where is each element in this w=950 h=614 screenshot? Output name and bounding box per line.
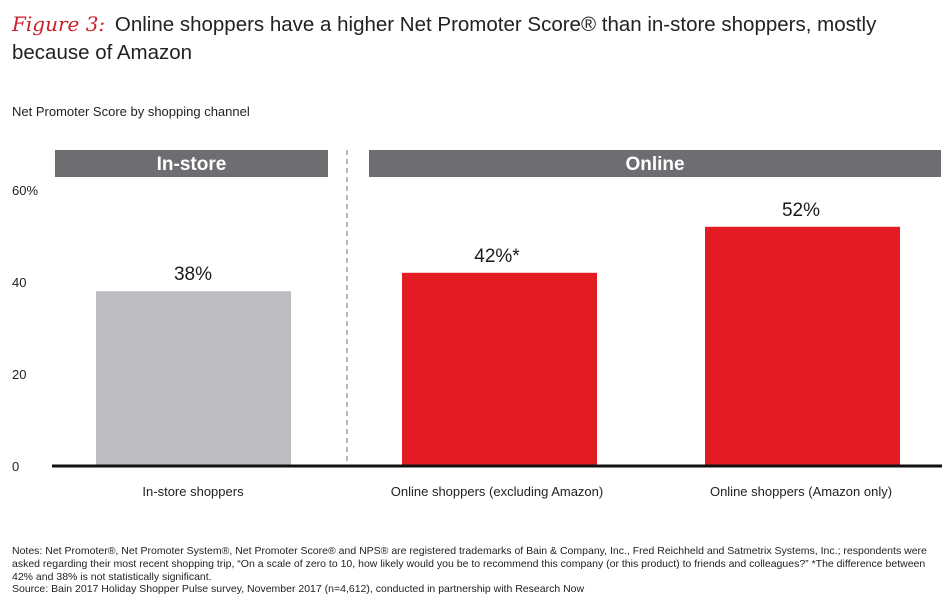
x-tick-label: Online shoppers (excluding Amazon): [391, 484, 603, 499]
bar: [96, 291, 291, 466]
group-headers: In-store Online: [55, 150, 941, 466]
notes-text: Notes: Net Promoter®, Net Promoter Syste…: [12, 545, 927, 583]
chart-subtitle: Net Promoter Score by shopping channel: [12, 104, 250, 119]
data-label: 42%*: [474, 246, 520, 267]
y-tick-label: 40: [12, 275, 26, 290]
group-header-1: [55, 150, 328, 177]
source-text: Source: Bain 2017 Holiday Shopper Pulse …: [12, 583, 585, 596]
title-text: Online shoppers have a higher Net Promot…: [12, 13, 877, 64]
x-tick-label: Online shoppers (Amazon only): [710, 484, 892, 499]
bar: [402, 272, 597, 466]
y-axis: 0 20 40 60%: [12, 183, 38, 474]
notes-block: Notes: Net Promoter®, Net Promoter Syste…: [12, 545, 937, 596]
data-label: 52%: [782, 200, 820, 221]
group-header-label: In-store: [157, 154, 227, 175]
y-tick-label: 20: [12, 367, 26, 382]
bar: [705, 226, 900, 466]
data-labels: 38% 42%* 52%: [174, 200, 820, 285]
x-axis-labels: In-store shoppers Online shoppers (exclud…: [142, 484, 892, 499]
bars: [52, 226, 942, 468]
y-tick-label: 0: [12, 459, 19, 474]
data-label: 38%: [174, 264, 212, 285]
figure-label: Figure 3:: [12, 12, 106, 36]
group-header-label: Online: [625, 154, 684, 175]
y-tick-label: 60%: [12, 183, 38, 198]
x-tick-label: In-store shoppers: [142, 484, 244, 499]
group-header-2: [369, 150, 941, 177]
chart-title: Figure 3: Online shoppers have a higher …: [12, 10, 937, 67]
bar-chart: In-store Online 0 20 40 60% 38% 42%* 52% In-st…: [12, 150, 942, 499]
